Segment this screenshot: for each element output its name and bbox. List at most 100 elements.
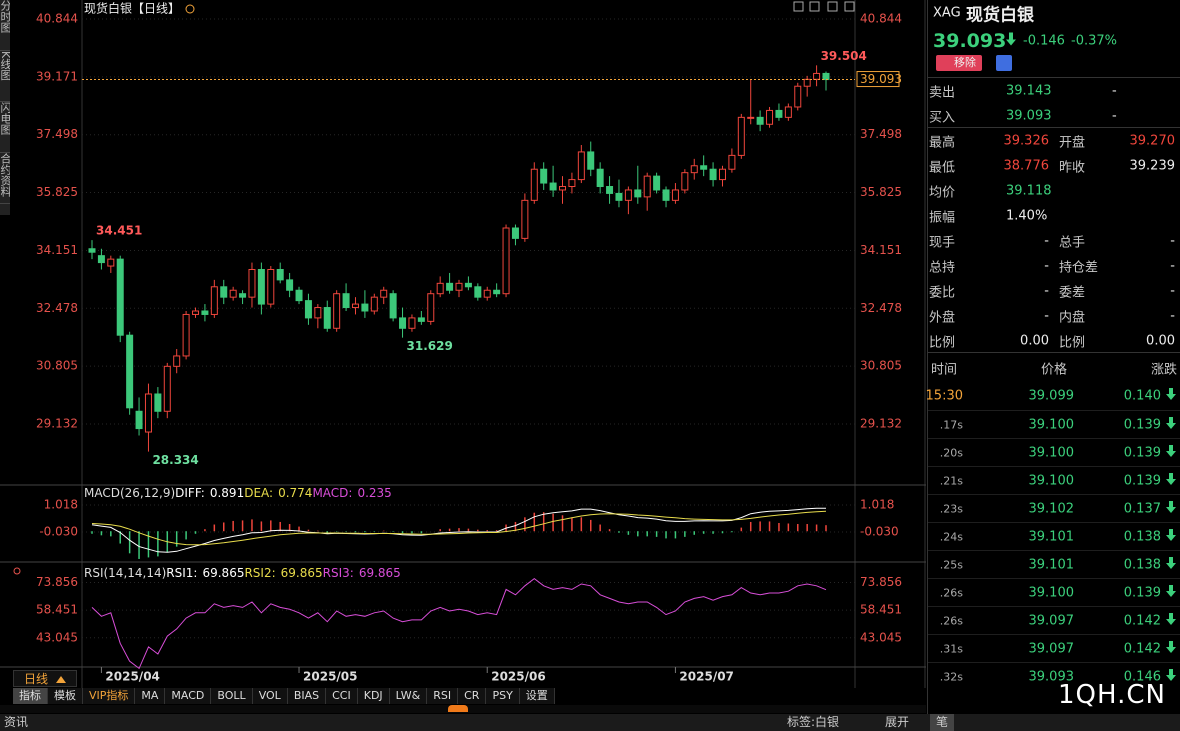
quote-row: .25s 39.101 0.138 bbox=[928, 550, 1180, 579]
window-icons[interactable] bbox=[793, 1, 855, 12]
indicator-tab[interactable]: LW& bbox=[389, 688, 428, 704]
y-tick-label: 35.825 bbox=[36, 185, 78, 199]
alert-button[interactable] bbox=[996, 55, 1012, 71]
divider bbox=[928, 127, 1180, 128]
caret bbox=[55, 676, 66, 683]
status-news[interactable]: 资讯 bbox=[4, 715, 29, 729]
field-value: - bbox=[1170, 283, 1175, 298]
chart-title: 现货白银【日线】 bbox=[84, 1, 180, 16]
field-value: - bbox=[1170, 308, 1175, 323]
quote-row: 时间 价格 涨跌 bbox=[928, 355, 1180, 380]
candle-body bbox=[756, 116, 764, 125]
side-tab[interactable]: 闪电图 bbox=[0, 102, 10, 153]
candle-body bbox=[803, 78, 811, 87]
candle-body bbox=[370, 296, 378, 312]
y-tick-label-right: 30.805 bbox=[860, 359, 902, 373]
quote-row: 移除 bbox=[928, 54, 1180, 72]
quote-row: XAG 现货白银 bbox=[928, 0, 1180, 26]
tick-change: 0.139 bbox=[1123, 417, 1161, 433]
quote-row: 15:30 39.099 0.140 bbox=[926, 382, 1180, 410]
tick-price: 39.101 bbox=[1028, 529, 1075, 545]
period-label: 日线 bbox=[24, 672, 49, 686]
tick-price: 39.100 bbox=[1028, 585, 1075, 601]
indicator-tab[interactable]: MACD bbox=[165, 688, 212, 704]
scroll-thumb[interactable] bbox=[448, 705, 468, 712]
candle-body bbox=[474, 286, 482, 298]
candle-body bbox=[540, 168, 548, 184]
candle-body bbox=[380, 289, 388, 298]
price-change: -0.146 bbox=[1023, 33, 1065, 49]
indicator-tab[interactable]: CCI bbox=[326, 688, 358, 704]
y-tick-label: 1.018 bbox=[44, 498, 78, 512]
candle-body bbox=[267, 268, 275, 305]
y-tick-label-right: 29.132 bbox=[860, 417, 902, 431]
tick-time: .24s bbox=[939, 530, 963, 544]
tick-time: .25s bbox=[939, 558, 963, 572]
tick-price: 39.101 bbox=[1028, 557, 1075, 573]
quote-row: .32s 39.093 0.146 bbox=[928, 662, 1180, 691]
quote-row: 现手 - 总手 - bbox=[928, 228, 1180, 253]
indicator-tab[interactable]: PSY bbox=[486, 688, 520, 704]
indicator-tab[interactable]: 指标 bbox=[13, 688, 48, 704]
indicator-tab[interactable]: VIP指标 bbox=[83, 688, 136, 704]
indicator-tab[interactable]: VOL bbox=[252, 688, 288, 704]
candle-body bbox=[728, 154, 736, 170]
period-button[interactable]: 日线 bbox=[13, 670, 77, 687]
status-pen[interactable]: 笔 bbox=[930, 714, 955, 731]
side-tab[interactable]: 合约资料 bbox=[0, 153, 10, 204]
y-tick-label: 29.132 bbox=[36, 417, 78, 431]
indicator-tab[interactable]: KDJ bbox=[357, 688, 390, 704]
quote-row: .23s 39.102 0.137 bbox=[928, 494, 1180, 523]
quote-row: .26s 39.100 0.139 bbox=[928, 578, 1180, 607]
indicator-tab[interactable]: RSI bbox=[427, 688, 459, 704]
remove-button[interactable]: 移除 bbox=[936, 55, 982, 71]
candle-body bbox=[135, 410, 143, 430]
side-tab[interactable]: 分时图 bbox=[0, 0, 10, 51]
indicator-tab[interactable]: CR bbox=[458, 688, 487, 704]
chart-area: 40.84440.84439.17139.17137.49837.49835.8… bbox=[0, 0, 926, 688]
field-value: - bbox=[1112, 108, 1117, 123]
indicator-tab[interactable]: BIAS bbox=[287, 688, 327, 704]
tick-time: .21s bbox=[939, 474, 963, 488]
quote-row: .31s 39.097 0.142 bbox=[928, 634, 1180, 663]
indicator-tab[interactable]: MA bbox=[135, 688, 166, 704]
status-expand[interactable]: 展开 bbox=[885, 715, 910, 729]
candle-body bbox=[794, 85, 802, 108]
field-label: 内盘 bbox=[1059, 310, 1086, 325]
legend: MACD(26,12,9)DIFF: 0.891DEA: 0.774MACD: 0.2… bbox=[84, 486, 392, 500]
tick-price: 39.102 bbox=[1028, 501, 1075, 517]
down-arrow bbox=[1166, 529, 1176, 545]
price-annotation: 39.504 bbox=[821, 49, 867, 63]
side-tabs: 分时图 K线图 闪电图 合约资料 bbox=[0, 0, 10, 215]
side-tab[interactable]: K线图 bbox=[0, 51, 10, 102]
last-price-box bbox=[856, 71, 900, 88]
scrollbar[interactable] bbox=[0, 705, 926, 713]
tick-change: 0.139 bbox=[1123, 473, 1161, 489]
indicator-tab[interactable]: BOLL bbox=[211, 688, 253, 704]
status-tag[interactable]: 标签:白银 bbox=[787, 715, 840, 729]
field-value: - bbox=[1044, 283, 1049, 298]
down-arrow bbox=[1166, 585, 1176, 601]
settings-dot[interactable] bbox=[13, 567, 21, 575]
field-value: 0.00 bbox=[1020, 333, 1049, 348]
indicator-tab[interactable]: 设置 bbox=[519, 688, 555, 704]
field-value: 39.239 bbox=[1129, 158, 1176, 173]
tick-time: .23s bbox=[939, 502, 963, 516]
field-label: 总持 bbox=[929, 260, 956, 275]
candle-body bbox=[737, 116, 745, 156]
candle-body bbox=[239, 293, 247, 298]
candle-body bbox=[323, 307, 331, 329]
tick-change: 0.139 bbox=[1123, 445, 1161, 461]
indicator-tab[interactable]: 模板 bbox=[48, 688, 83, 704]
candle-body bbox=[436, 282, 444, 295]
price-change-pct: -0.37% bbox=[1071, 33, 1117, 49]
chart-bg bbox=[0, 0, 926, 688]
down-arrow bbox=[1166, 669, 1176, 685]
field-value: 39.326 bbox=[1003, 133, 1050, 148]
candle-body bbox=[163, 365, 171, 412]
y-tick-label: 73.856 bbox=[36, 575, 78, 589]
price-annotation: 28.334 bbox=[152, 453, 198, 467]
field-value: 39.270 bbox=[1129, 133, 1176, 148]
down-arrow bbox=[1166, 613, 1176, 629]
quote-panel: XAG 现货白银 39.093 -0.146 -0.37% 移除 卖出 39.143- 买入 39… bbox=[926, 0, 1180, 714]
